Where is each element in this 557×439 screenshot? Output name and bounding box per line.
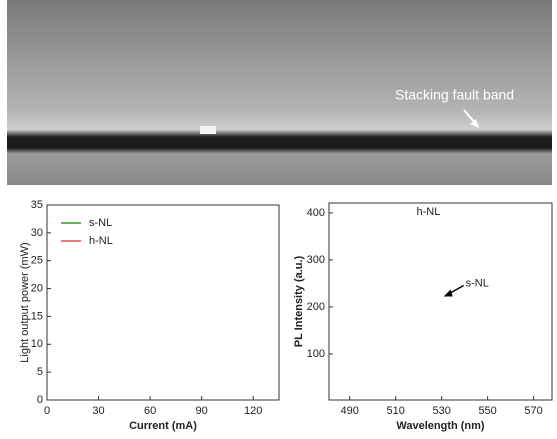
- series-annotation: h-NL: [417, 206, 441, 218]
- y-tick-label: 400: [307, 207, 325, 219]
- chart: 0 5 10 15 20 25 30 35 0 30 60 90 120 Current (mA) Ligh…: [19, 199, 280, 432]
- legend-label: h-NL: [89, 235, 113, 247]
- y-tick-label: 10: [31, 338, 43, 350]
- x-tick-label: 570: [524, 405, 542, 417]
- y-tick-label: 35: [31, 199, 43, 211]
- y-tick-label: 100: [307, 348, 325, 360]
- y-tick-label: 15: [31, 310, 43, 322]
- x-tick-label: 120: [244, 405, 262, 417]
- x-axis-title: Current (mA): [129, 420, 197, 432]
- y-tick-label: 5: [37, 366, 43, 378]
- x-tick-label: 550: [478, 405, 496, 417]
- x-tick-label: 0: [44, 405, 50, 417]
- micrograph: Stacking fault band: [7, 0, 552, 185]
- plot-frame: [46, 204, 280, 401]
- image-annotation: Stacking fault band: [395, 87, 514, 103]
- x-tick-label: 530: [432, 405, 450, 417]
- x-tick-label: 60: [144, 405, 156, 417]
- x-tick-label: 30: [92, 405, 104, 417]
- arrow-head: [443, 289, 453, 297]
- micrograph-image: [7, 0, 552, 185]
- x-tick-label: 510: [386, 405, 404, 417]
- chart: 100 200 300 400 490 510 530 550 570 Wavelength (n…: [293, 202, 553, 432]
- legend-label: s-NL: [89, 217, 112, 229]
- series-annotation: s-NL: [466, 277, 489, 289]
- y-axis-title: PL Intensity (a.u.): [293, 255, 305, 347]
- x-tick-label: 90: [196, 405, 208, 417]
- y-tick-label: 30: [31, 227, 43, 239]
- arrow-head: [470, 119, 479, 128]
- x-axis-title: Wavelength (nm): [396, 420, 485, 432]
- plot-frame: [328, 202, 553, 401]
- x-tick-label: 490: [341, 405, 359, 417]
- y-tick-label: 25: [31, 255, 43, 267]
- y-tick-label: 0: [37, 394, 43, 406]
- y-tick-label: 300: [307, 254, 325, 266]
- y-tick-label: 20: [31, 282, 43, 294]
- bright-spot: [200, 126, 216, 134]
- y-tick-label: 200: [307, 301, 325, 313]
- y-axis-title: Light output power (mW): [19, 242, 31, 362]
